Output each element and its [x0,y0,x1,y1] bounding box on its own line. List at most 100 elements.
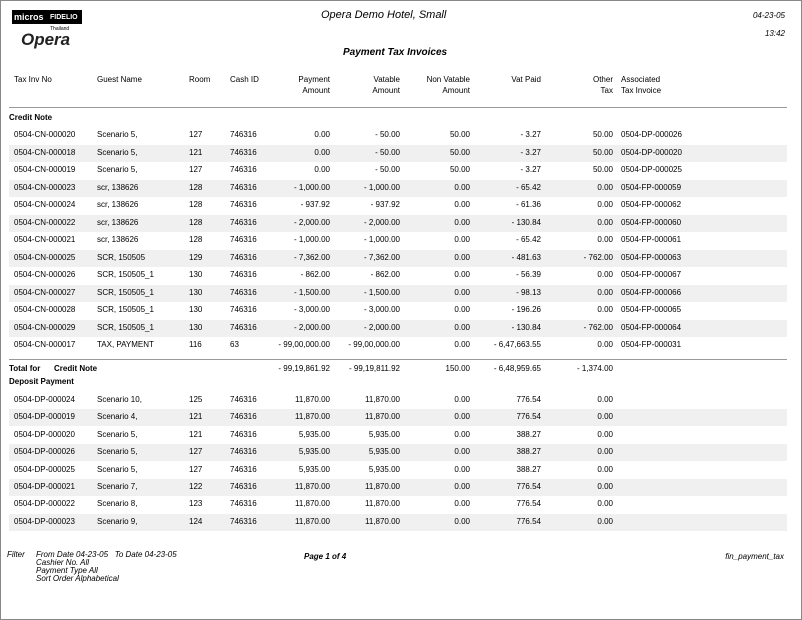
cell: 5,935.00 [368,447,400,457]
cell: - 3.27 [520,165,541,174]
column-header: Non Vatable [426,75,470,84]
cell: 0.00 [597,287,613,297]
cell: 0504-FP-000061 [621,235,682,244]
cell: 0.00 [454,340,470,349]
column-header: Vatable [373,75,400,84]
cell: 130 [189,322,203,332]
cell: - 3.27 [520,147,541,157]
cell: 127 [189,130,203,139]
cell: 0.00 [597,235,613,244]
cell: SCR, 150505_1 [97,322,154,332]
cell: 11,870.00 [295,516,330,526]
cell: 50.00 [592,165,613,174]
cell: - 481.63 [511,252,541,262]
report-time: 13:42 [764,29,785,38]
cell: 0504-CN-000024 [14,200,76,209]
row-band [9,249,787,267]
cell: - 1,000.00 [363,182,400,192]
logo: micros FIDELIO [12,10,82,24]
cell: 746316 [230,165,257,174]
cell: Scenario 5, [97,130,138,139]
cell: 0.00 [454,516,470,526]
cell: 127 [189,165,203,174]
cell: - 937.92 [300,200,330,209]
cell: 125 [189,395,203,404]
cell: SCR, 150505 [97,252,146,262]
cell: 0504-FP-000063 [621,252,682,262]
cell: 0.00 [454,252,470,262]
cell: 11,870.00 [365,516,400,526]
total-label: Total for [9,364,41,373]
cell: 746316 [230,464,257,474]
cell: 0504-DP-000021 [14,482,75,491]
cell: - 762.00 [583,322,613,332]
report-name: fin_payment_tax [725,552,784,561]
cell: - 130.84 [511,322,541,332]
cell: - 1,000.00 [363,235,400,244]
column-header: Other [592,75,613,84]
cell: 0.00 [454,499,470,509]
cell: SCR, 150505_1 [97,270,154,279]
cell: 0504-CN-000027 [14,287,76,297]
column-header: Tax Invoice [621,86,662,95]
cell: 0504-DP-000025 [621,165,682,174]
cell: 0504-FP-000031 [621,340,682,349]
cell: Scenario 5, [97,165,138,174]
cell: 0504-FP-000067 [621,270,682,279]
row-band [9,444,787,462]
cell: 0.00 [597,305,613,314]
total-value: - 99,19,861.92 [278,364,330,373]
cell: 123 [189,499,203,509]
cell: 0504-CN-000026 [14,270,76,279]
cell: 5,935.00 [368,464,400,474]
total-name: Credit Note [54,364,98,373]
cell: 0504-FP-000060 [621,217,682,227]
cell: 0.00 [597,464,613,474]
row-band [9,479,787,496]
total-value: - 99,19,811.92 [348,364,400,373]
cell: 0.00 [597,412,613,422]
cell: - 61.36 [516,200,541,209]
cell: 0.00 [597,182,613,192]
cell: 50.00 [449,147,470,157]
cell: - 130.84 [511,217,541,227]
page-number: Page 1 of 4 [304,552,347,561]
cell: 121 [189,412,203,422]
cell: - 99,00,000.00 [348,340,400,349]
cell: 0.00 [314,147,330,157]
cell: - 1,000.00 [293,182,330,192]
report-title: Payment Tax Invoices [343,47,448,58]
cell: 0.00 [454,429,470,439]
cell: 746316 [230,482,257,491]
cell: - 50.00 [375,165,400,174]
cell: - 98.13 [516,287,541,297]
cell: 128 [189,235,203,244]
column-header: Amount [442,86,470,95]
cell: 0504-CN-000018 [14,147,76,157]
cell: 0.00 [597,340,613,349]
filter-label: Filter [7,550,25,559]
cell: 746316 [230,130,257,139]
cell: 11,870.00 [365,499,400,509]
cell: 11,870.00 [295,482,330,491]
row-band [9,179,787,197]
total-value: - 6,48,959.65 [493,364,541,373]
row-band [9,513,787,531]
cell: 5,935.00 [298,429,330,439]
cell: 0.00 [454,270,470,279]
column-header: Amount [302,86,330,95]
cell: - 7,362.00 [293,252,330,262]
filter-text: Payment Type All [36,566,98,575]
cell: 11,870.00 [365,395,400,404]
cell: 0.00 [454,305,470,314]
cell: - 1,000.00 [293,235,330,244]
cell: 11,870.00 [365,482,400,491]
cell: 116 [189,340,202,349]
cell: 122 [189,482,203,491]
filter-text: Cashier No. All [36,558,90,567]
cell: Scenario 5, [97,429,138,439]
cell: 776.54 [516,499,541,509]
cell: 0504-CN-000017 [14,340,76,349]
hotel-name: Opera Demo Hotel, Small [321,9,447,21]
